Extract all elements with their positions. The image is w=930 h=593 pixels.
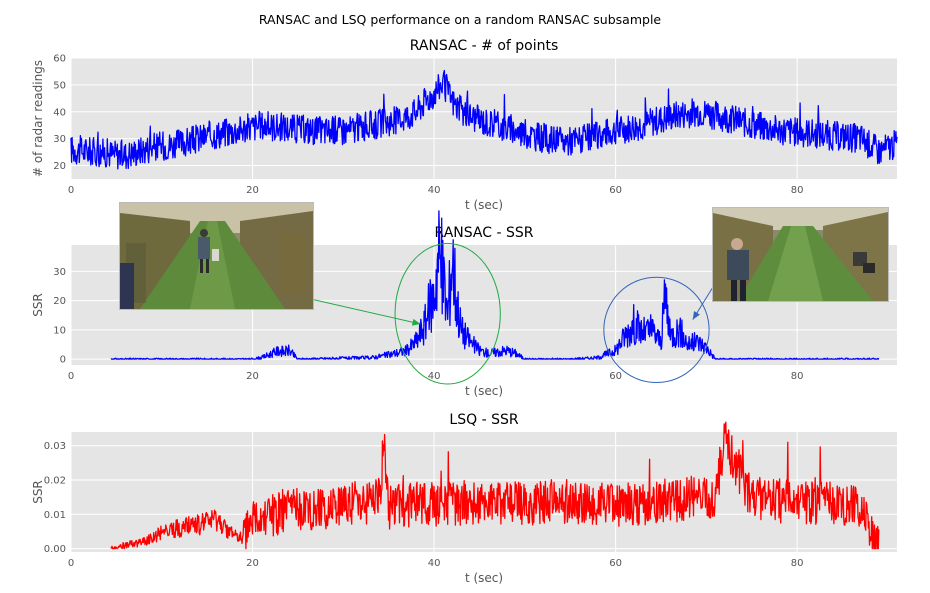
x-tick-label: 20 bbox=[246, 185, 259, 196]
y-tick-label: 60 bbox=[53, 54, 66, 65]
annotation-arrow-head bbox=[692, 310, 700, 320]
y-tick-label: 30 bbox=[53, 134, 66, 145]
x-tick-label: 60 bbox=[609, 558, 622, 569]
panel-title: RANSAC - # of points bbox=[410, 38, 559, 54]
series-line bbox=[70, 69, 898, 170]
x-axis-label: t (sec) bbox=[465, 198, 503, 212]
highlight-ellipse bbox=[603, 276, 710, 384]
y-axis-label: SSR bbox=[31, 293, 45, 317]
x-tick-label: 40 bbox=[428, 371, 441, 382]
series-line bbox=[110, 210, 880, 360]
x-tick-label: 60 bbox=[609, 185, 622, 196]
x-tick-label: 0 bbox=[68, 371, 74, 382]
suptitle: RANSAC and LSQ performance on a random R… bbox=[259, 12, 662, 27]
x-tick-label: 60 bbox=[609, 371, 622, 382]
y-tick-label: 40 bbox=[53, 107, 66, 118]
panel-title: RANSAC - SSR bbox=[435, 225, 534, 241]
y-tick-label: 0.03 bbox=[44, 441, 66, 452]
x-axis-label: t (sec) bbox=[465, 384, 503, 398]
series-line bbox=[110, 421, 880, 550]
x-tick-label: 80 bbox=[791, 185, 804, 196]
panel-title: LSQ - SSR bbox=[449, 412, 518, 428]
x-tick-label: 0 bbox=[68, 558, 74, 569]
x-tick-label: 20 bbox=[246, 371, 259, 382]
x-axis-label: t (sec) bbox=[465, 571, 503, 585]
y-axis-label: SSR bbox=[31, 480, 45, 504]
y-tick-label: 30 bbox=[53, 267, 66, 278]
x-tick-label: 80 bbox=[791, 558, 804, 569]
annotation-arrow-head bbox=[411, 318, 421, 326]
y-axis-label: # of radar readings bbox=[31, 60, 45, 177]
x-tick-label: 20 bbox=[246, 558, 259, 569]
highlight-ellipse bbox=[394, 243, 501, 385]
y-tick-label: 0 bbox=[60, 355, 66, 366]
y-tick-label: 20 bbox=[53, 296, 66, 307]
x-tick-label: 40 bbox=[428, 185, 441, 196]
x-tick-label: 80 bbox=[791, 371, 804, 382]
x-tick-label: 40 bbox=[428, 558, 441, 569]
panel-2: 0 20 40 60 80 0.00 0.01 0.02 0.03 LSQ - SSR t (sec… bbox=[31, 412, 897, 585]
y-tick-label: 50 bbox=[53, 80, 66, 91]
y-tick-label: 0.00 bbox=[44, 544, 66, 555]
y-tick-label: 0.01 bbox=[44, 510, 66, 521]
y-tick-label: 0.02 bbox=[44, 476, 66, 487]
field-photo-right bbox=[712, 207, 889, 302]
field-photo-left bbox=[119, 202, 314, 310]
y-tick-label: 10 bbox=[53, 325, 66, 336]
y-tick-label: 20 bbox=[53, 161, 66, 172]
panel-0: 0 20 40 60 80 20 30 40 50 60 RANSAC - # of points t… bbox=[31, 38, 898, 212]
x-tick-label: 0 bbox=[68, 185, 74, 196]
